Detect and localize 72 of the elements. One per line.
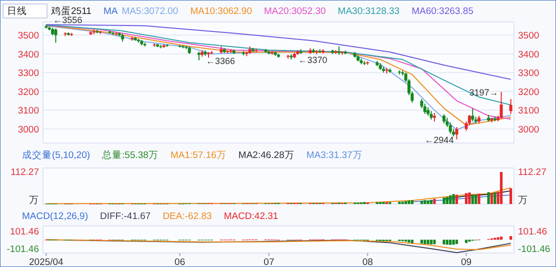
line-series <box>46 239 512 250</box>
annotation: ←3370 <box>298 55 328 66</box>
y2-tick-label: 3000 <box>518 124 540 136</box>
bar <box>430 200 433 204</box>
text: 万 <box>518 195 528 206</box>
bar <box>474 195 478 204</box>
bar <box>478 194 480 204</box>
annotation: ←3366 <box>206 56 235 66</box>
bar <box>487 192 490 204</box>
annotation: ←2944 <box>424 134 454 145</box>
bar <box>442 198 446 204</box>
y2-tick-label: -101.46 <box>518 244 550 255</box>
bar <box>464 193 468 204</box>
y2-tick-label: 3300 <box>518 68 540 80</box>
y-tick-label: 101.46 <box>10 226 39 238</box>
bar <box>433 198 436 204</box>
series-label: MACD:42.31 <box>224 211 278 222</box>
y-tick-label: 3300 <box>18 68 39 80</box>
text: MA10:3062.90 <box>190 6 252 17</box>
x-tick-label: 08 <box>362 257 373 267</box>
text: MA30:3128.33 <box>338 6 400 17</box>
text: MA3:31.37万 <box>306 150 362 161</box>
legend-title: MA <box>103 6 118 17</box>
text: MA2:46.28万 <box>238 150 294 161</box>
x-tick-label: 09 <box>460 257 472 267</box>
bar <box>446 196 448 204</box>
text: DEA:-62.83 <box>162 211 212 222</box>
chart-title: MACD(12,26,9) <box>22 211 88 222</box>
text: MA60:3263.85 <box>412 6 474 17</box>
text: 日线 <box>7 5 27 17</box>
chart-title: 鸡蛋2511 <box>50 5 92 17</box>
text: MA20:3052.30 <box>264 6 326 17</box>
bar <box>452 194 455 204</box>
bar <box>449 195 452 204</box>
y2-tick-label: 3100 <box>518 106 540 117</box>
bar <box>455 194 458 204</box>
bar <box>420 200 424 204</box>
annotation: ←3556 <box>53 15 82 26</box>
text: 万 <box>29 195 39 206</box>
text: MA5:3072.00 <box>122 6 178 17</box>
y-tick-label: 3200 <box>18 86 39 98</box>
line-series <box>46 24 512 80</box>
bar <box>468 192 471 204</box>
y-tick-label: 3000 <box>18 124 39 136</box>
y2-tick-label: 3200 <box>518 86 540 98</box>
text: 总量:55.38万 <box>101 149 158 161</box>
bar <box>410 200 414 204</box>
y2-tick-label: 3500 <box>518 30 540 42</box>
y-tick-label: -101.46 <box>6 244 39 255</box>
y-tick-label: 3100 <box>18 106 39 117</box>
bar <box>408 200 410 204</box>
text: 112.27 <box>518 167 546 178</box>
y-tick-label: 3500 <box>18 30 39 42</box>
y2-tick-label: 101.46 <box>518 226 548 238</box>
y-tick-label: 3400 <box>18 49 39 60</box>
annotation: 3197→ <box>469 87 498 98</box>
text: MA1:57.16万 <box>170 150 226 161</box>
bar <box>490 193 494 204</box>
x-tick-label: 06 <box>174 257 186 267</box>
bar <box>500 172 503 204</box>
text: 112.27 <box>10 167 39 178</box>
chart-title: 成交量(5,10,20) <box>22 149 90 161</box>
bar <box>510 188 512 204</box>
bar <box>404 201 408 204</box>
x-tick-label: 07 <box>264 257 274 267</box>
bar <box>424 200 426 204</box>
x-tick-label: 2025/04 <box>29 257 64 267</box>
bar <box>426 200 430 204</box>
bar <box>471 194 474 204</box>
y2-tick-label: 3400 <box>518 49 540 60</box>
bar <box>494 192 496 204</box>
series-label: DIFF:-41.67 <box>100 211 151 222</box>
